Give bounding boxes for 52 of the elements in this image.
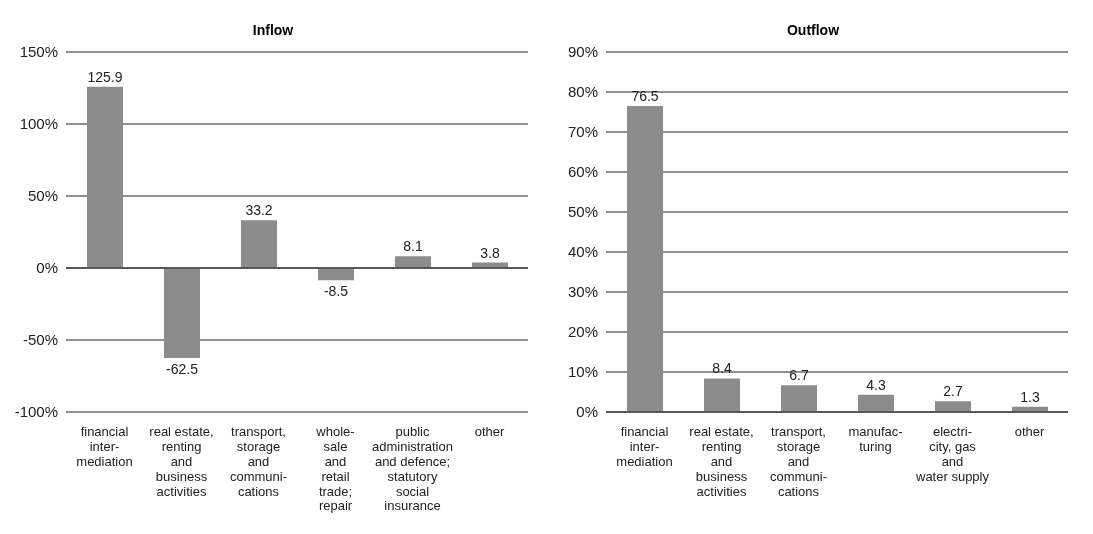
- y-tick-label: 0%: [36, 259, 58, 277]
- chart-title: Inflow: [251, 21, 295, 40]
- data-label: 4.3: [866, 376, 886, 393]
- y-tick-label: 90%: [567, 43, 598, 61]
- data-label: 2.7: [943, 383, 963, 400]
- data-label: 125.9: [87, 68, 123, 85]
- bar: [87, 86, 123, 268]
- data-label: 76.5: [631, 88, 659, 104]
- y-tick-label: 60%: [567, 163, 598, 181]
- bar: [781, 385, 817, 412]
- data-label: 1.3: [1020, 388, 1040, 405]
- data-label: 8.4: [712, 360, 732, 377]
- y-tick-label: 0%: [576, 403, 598, 421]
- x-tick-label: real estate, renting and business activities: [689, 423, 754, 499]
- y-tick-label: -100%: [14, 403, 58, 421]
- x-tick-label: whole- sale and retail trade; repair: [315, 423, 355, 514]
- y-tick-label: -50%: [22, 331, 58, 349]
- y-tick-label: 100%: [19, 115, 58, 133]
- bar: [318, 268, 354, 281]
- x-tick-label: transport, storage and communi- cations: [229, 423, 288, 499]
- x-tick-label: manufac- turing: [848, 423, 903, 454]
- y-tick-label: 30%: [567, 283, 598, 301]
- x-tick-label: public administration and defence; statutory social insurance: [372, 423, 453, 514]
- bar: [858, 394, 894, 412]
- bar: [935, 401, 971, 412]
- x-tick-label: other: [1014, 423, 1045, 439]
- y-tick-label: 150%: [19, 43, 58, 61]
- x-tick-label: transport, storage and communi- cations: [769, 423, 828, 499]
- x-tick-label: financial inter- mediation: [76, 423, 133, 469]
- data-label: 6.7: [789, 367, 809, 384]
- x-tick-label: financial inter- mediation: [616, 423, 673, 469]
- y-tick-label: 80%: [567, 83, 598, 101]
- y-tick-label: 10%: [567, 363, 598, 381]
- y-tick-label: 70%: [567, 123, 598, 141]
- data-label: -8.5: [323, 283, 349, 300]
- bar: [164, 268, 200, 358]
- bar: [704, 378, 740, 412]
- data-label: -62.5: [166, 361, 199, 377]
- x-tick-label: electri- city, gas and water supply: [915, 423, 990, 484]
- y-tick-label: 50%: [27, 187, 58, 205]
- y-tick-label: 50%: [567, 203, 598, 221]
- x-tick-label: real estate, renting and business activities: [149, 423, 214, 499]
- y-tick-label: 40%: [567, 243, 598, 261]
- x-tick-label: other: [474, 423, 505, 439]
- data-label: 8.1: [403, 238, 423, 255]
- bar: [395, 256, 431, 268]
- data-label: 33.2: [245, 202, 273, 219]
- bar: [241, 220, 277, 268]
- data-label: 3.8: [480, 244, 500, 261]
- y-tick-label: 20%: [567, 323, 598, 341]
- chart-title: Outflow: [785, 21, 841, 40]
- bar: [627, 106, 663, 412]
